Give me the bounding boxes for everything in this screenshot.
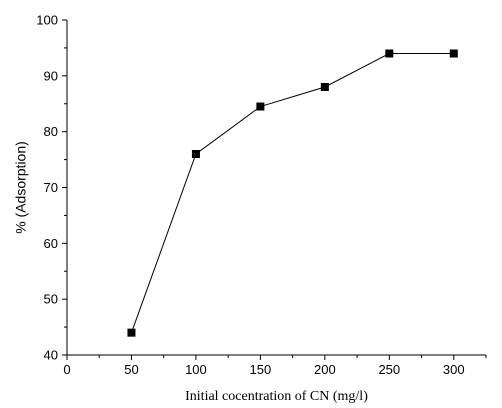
y-tick-label: 70 xyxy=(44,180,58,195)
data-point xyxy=(320,83,329,91)
axes xyxy=(66,20,486,356)
data-point xyxy=(385,49,394,58)
x-axis-label: Initial cocentration of CN (mg/l) xyxy=(185,389,368,404)
x-tick-label: 250 xyxy=(378,362,400,377)
y-tick-label: 90 xyxy=(44,68,58,83)
x-tick-label: 300 xyxy=(443,362,465,377)
y-ticks: 40 50 60 70 80 90 100 xyxy=(36,13,67,363)
x-tick-label: 0 xyxy=(63,362,70,377)
data-point xyxy=(191,150,200,158)
y-tick-label: 50 xyxy=(44,292,58,307)
data-point xyxy=(449,49,458,58)
x-tick-label: 50 xyxy=(124,362,138,377)
data-point xyxy=(256,102,265,111)
series-layer xyxy=(127,49,458,337)
data-point xyxy=(127,328,136,337)
x-tick-label: 200 xyxy=(314,362,336,377)
y-tick-label: 40 xyxy=(44,348,58,363)
x-tick-label: 100 xyxy=(185,362,207,377)
series-line xyxy=(130,53,454,333)
y-axis-label: % (Adsorption) xyxy=(13,141,29,234)
x-ticks: 0 50 100 150 200 250 300 xyxy=(63,355,487,377)
y-tick-label: 80 xyxy=(44,124,58,139)
x-tick-label: 150 xyxy=(250,362,272,377)
y-tick-label: 60 xyxy=(44,236,58,251)
y-tick-label: 100 xyxy=(36,13,58,28)
